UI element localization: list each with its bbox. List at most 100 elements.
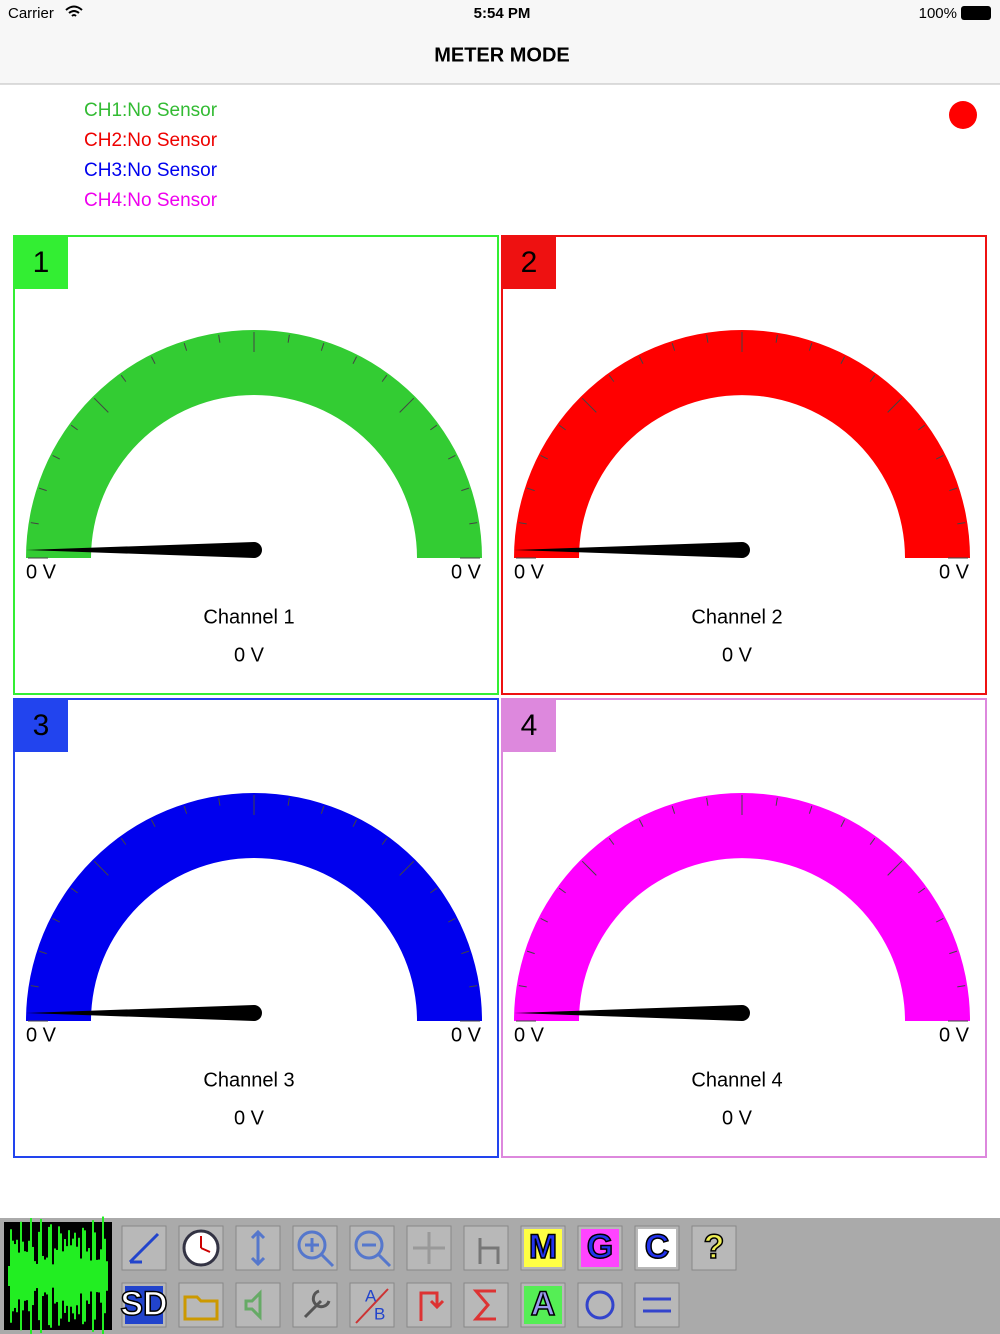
gauge-tick <box>150 819 156 827</box>
sensor-status: CH1:No Sensor <box>84 100 218 121</box>
waveform-bar <box>100 1249 102 1303</box>
waveform-bar <box>38 1231 40 1321</box>
channel-reading: 0 V <box>234 1107 265 1129</box>
gauge-tick <box>936 454 944 460</box>
waveform-bar <box>104 1238 106 1314</box>
channel-name: Channel 3 <box>203 1069 294 1091</box>
waveform-bar <box>56 1249 58 1303</box>
button-face <box>634 1282 680 1328</box>
gauge-tick <box>808 805 813 814</box>
waveform-bar <box>90 1260 92 1292</box>
icon-glyph <box>250 1229 266 1267</box>
sd-button[interactable]: SD <box>120 1282 168 1328</box>
gauge-min-label: 0 V <box>26 561 57 583</box>
button-face <box>691 1225 737 1271</box>
meter-mode-button[interactable]: M <box>520 1225 566 1271</box>
waveform-bar <box>98 1259 100 1293</box>
waveform-bar <box>78 1237 80 1315</box>
a-mode-button[interactable]: A <box>520 1282 566 1328</box>
circle-button[interactable] <box>577 1282 623 1328</box>
zoom-out-button[interactable] <box>349 1225 395 1271</box>
icon-letter: M <box>529 1228 557 1266</box>
help-button[interactable]: ? <box>691 1225 737 1271</box>
waveform-bar <box>106 1261 108 1291</box>
move-button[interactable] <box>406 1225 452 1271</box>
gauge-min-label: 0 V <box>514 1024 545 1046</box>
waveform-bar <box>58 1226 60 1326</box>
clock: 5:54 PM <box>474 5 531 22</box>
icon-letter: B <box>374 1304 385 1323</box>
settings-button[interactable] <box>292 1282 338 1328</box>
icon-glyph <box>355 1288 389 1324</box>
gauge-tick <box>887 397 903 413</box>
gauge-tick <box>320 342 325 351</box>
zoom-in-button[interactable] <box>292 1225 338 1271</box>
icon-letter: A <box>531 1285 556 1323</box>
gauge-tick <box>461 950 470 955</box>
record-indicator[interactable] <box>949 101 977 129</box>
gauge-tick <box>287 334 290 343</box>
waveform-bar <box>54 1248 56 1304</box>
waveform-bar <box>36 1263 38 1289</box>
waveform-bar <box>20 1221 22 1331</box>
hand-button[interactable] <box>463 1225 509 1271</box>
icon-glyph <box>419 1291 445 1321</box>
gauge-max-label: 0 V <box>451 1024 482 1046</box>
clock-button[interactable] <box>178 1225 224 1271</box>
wifi-icon <box>65 5 83 17</box>
gauge-tick <box>775 334 778 343</box>
icon-glyph <box>244 1289 262 1321</box>
probe-button[interactable] <box>121 1225 167 1271</box>
icon-glyph <box>472 1289 496 1321</box>
waveform-bar <box>46 1257 48 1295</box>
trigger-button[interactable] <box>406 1282 452 1328</box>
channel-name: Channel 2 <box>691 606 782 628</box>
icon-glyph <box>413 1232 445 1264</box>
gauge-tick <box>526 950 535 955</box>
button-face <box>406 1282 452 1328</box>
gauge-tick <box>581 860 597 876</box>
gauge-tick <box>581 397 597 413</box>
waveform-bar <box>66 1246 68 1306</box>
gauge-tick <box>518 522 527 525</box>
waveform-bar <box>68 1230 70 1322</box>
channel-number: 4 <box>521 709 538 742</box>
gauge-tick <box>183 805 188 814</box>
gauge-tick <box>558 887 566 894</box>
nav-title: METER MODE <box>434 44 570 66</box>
gauge-needle <box>26 542 262 558</box>
vzoom-button[interactable] <box>235 1225 281 1271</box>
waveform-bar <box>8 1266 10 1286</box>
channel-reading: 0 V <box>722 1107 753 1129</box>
waveform-bar <box>10 1229 12 1323</box>
open-button[interactable] <box>178 1282 224 1328</box>
ab-button[interactable]: AB <box>349 1282 395 1328</box>
gauge-tick <box>869 374 876 382</box>
channel-number-box <box>502 700 556 752</box>
channel-number: 3 <box>33 709 50 742</box>
graph-mode-button[interactable]: G <box>577 1225 623 1271</box>
sound-button[interactable] <box>235 1282 281 1328</box>
gauge-tick <box>608 837 615 845</box>
gauge-max-label: 0 V <box>451 561 482 583</box>
gauge-min-label: 0 V <box>26 1024 57 1046</box>
gauge-max-label: 0 V <box>939 561 970 583</box>
gauge-tick <box>448 454 456 460</box>
gauge-tick <box>38 487 47 492</box>
equals-button[interactable] <box>634 1282 680 1328</box>
c-mode-button[interactable]: C <box>634 1225 680 1271</box>
gauge-tick <box>840 819 846 827</box>
gauge-tick <box>469 522 478 525</box>
gauge-tick <box>93 860 109 876</box>
waveform-bar <box>62 1251 64 1301</box>
sum-button[interactable] <box>463 1282 509 1328</box>
gauge-tick <box>949 950 958 955</box>
gauge-max-label: 0 V <box>939 1024 970 1046</box>
gauge-tick <box>949 487 958 492</box>
waveform-bar <box>48 1226 50 1326</box>
waveform-bar <box>82 1227 84 1325</box>
channel-reading: 0 V <box>234 644 265 666</box>
gauge-min-label: 0 V <box>514 561 545 583</box>
